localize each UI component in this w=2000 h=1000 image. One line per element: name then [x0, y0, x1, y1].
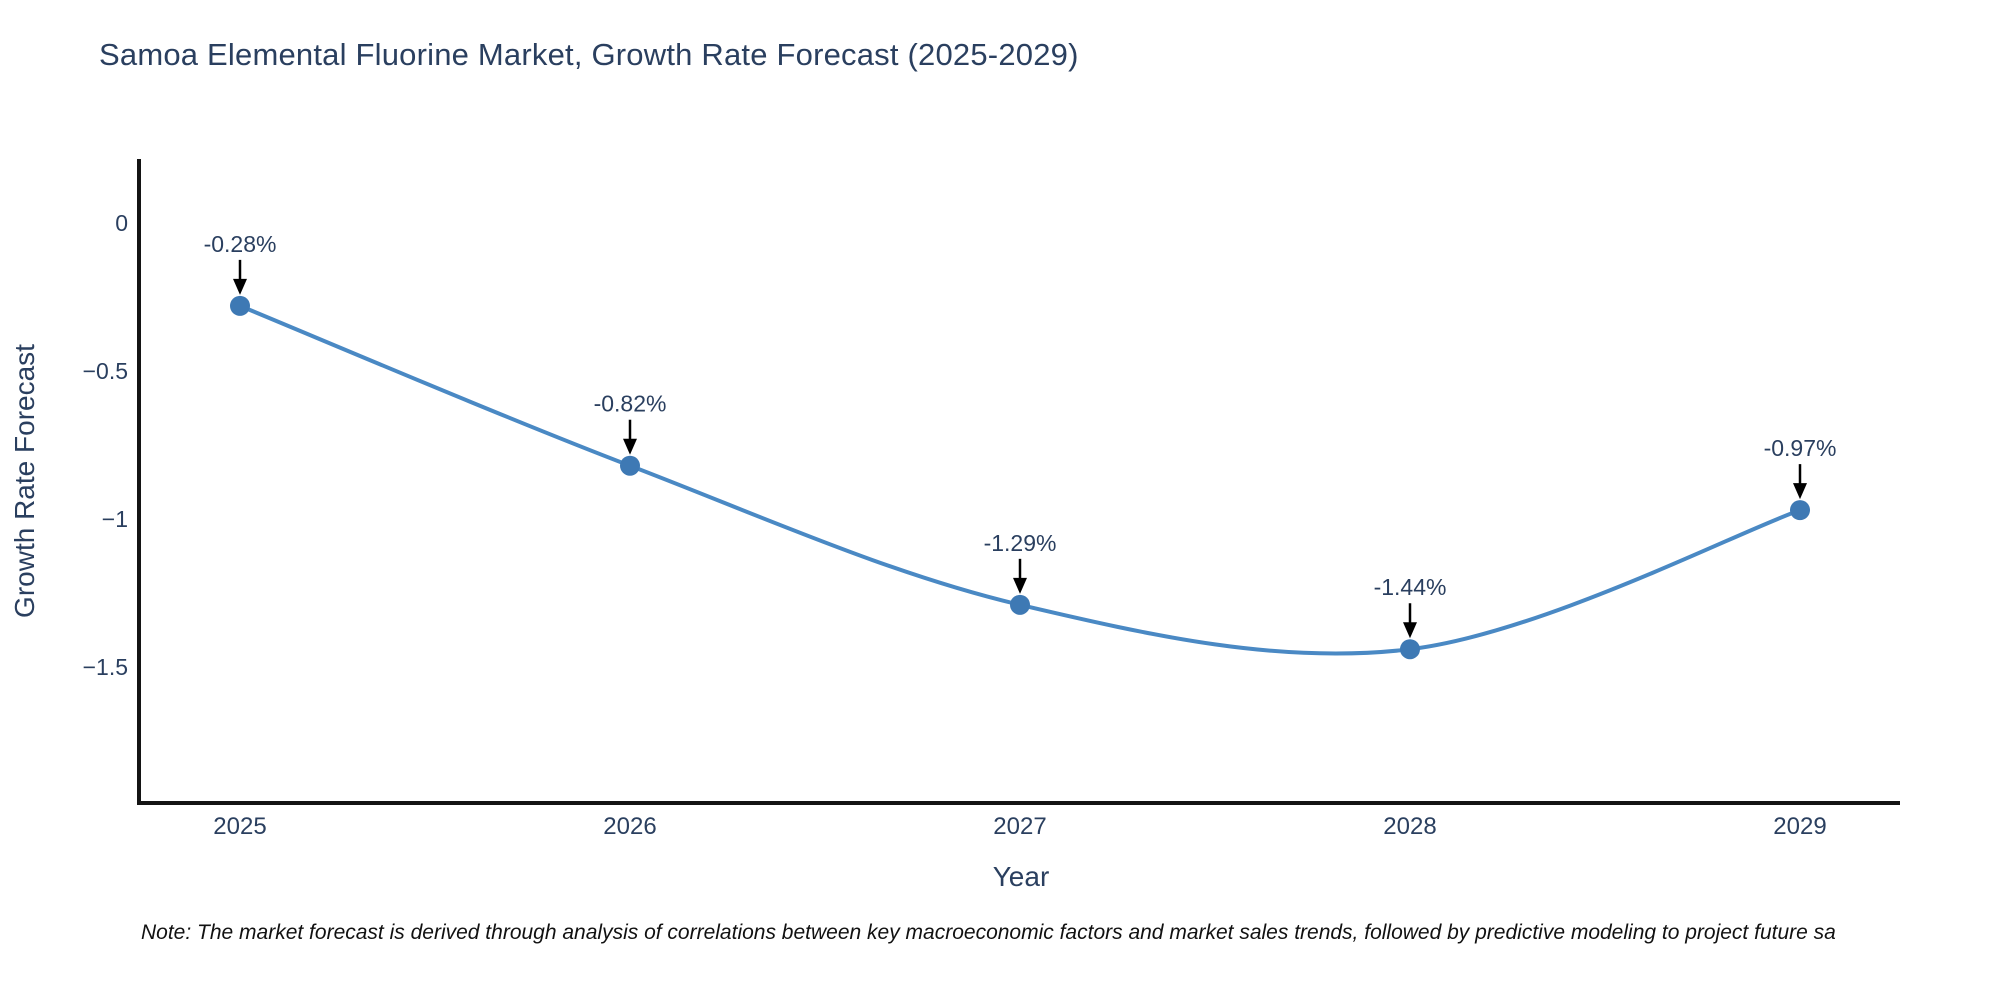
data-point-marker[interactable] — [620, 455, 640, 476]
point-annotation-label: -0.82% — [594, 391, 667, 417]
y-tick-label: −0.5 — [83, 358, 128, 384]
point-annotation-label: -1.29% — [984, 530, 1057, 556]
chart-title: Samoa Elemental Fluorine Market, Growth … — [99, 37, 1079, 72]
footnote: Note: The market forecast is derived thr… — [141, 921, 1836, 944]
x-axis-title: Year — [993, 861, 1050, 892]
y-tick-label: −1.5 — [83, 654, 128, 680]
y-axis-title: Growth Rate Forecast — [9, 344, 40, 618]
data-point-marker[interactable] — [230, 295, 250, 316]
x-tick-label: 2029 — [1773, 813, 1826, 840]
annotation-arrow-icon — [233, 278, 247, 295]
point-annotation-label: -0.28% — [204, 231, 277, 257]
y-tick-label: 0 — [115, 210, 128, 236]
annotation-arrow-icon — [1403, 622, 1417, 639]
point-annotation-label: -1.44% — [1374, 574, 1447, 600]
point-annotation-label: -0.97% — [1764, 435, 1837, 461]
annotation-arrow-icon — [1013, 577, 1027, 594]
data-point-marker[interactable] — [1400, 639, 1420, 660]
x-tick-label: 2027 — [993, 813, 1046, 840]
x-tick-label: 2028 — [1383, 813, 1436, 840]
data-point-marker[interactable] — [1010, 594, 1030, 615]
annotation-arrow-icon — [623, 438, 637, 455]
y-tick-label: −1 — [102, 506, 128, 532]
x-tick-label: 2025 — [213, 813, 266, 840]
annotation-arrow-icon — [1793, 483, 1807, 500]
x-tick-label: 2026 — [603, 813, 656, 840]
data-point-marker[interactable] — [1790, 500, 1810, 521]
